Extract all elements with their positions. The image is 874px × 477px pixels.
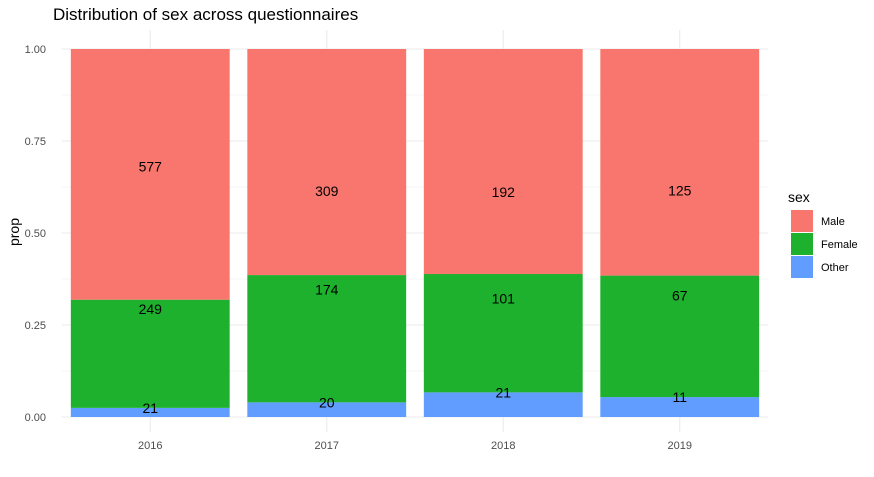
data-label-female-2019: 67	[672, 288, 688, 304]
x-axis: 2016 2017 2018 2019	[138, 440, 692, 452]
bar-segment-other-2016	[70, 407, 230, 417]
bar-segment-other-2019	[600, 397, 760, 417]
bar-segment-female-2017	[247, 275, 407, 403]
x-tick-label: 2017	[315, 440, 339, 452]
data-label-other-2018: 21	[495, 384, 511, 400]
legend-key-female	[791, 233, 813, 255]
data-label-male-2016: 577	[139, 158, 163, 174]
bar-segment-male-2018	[423, 49, 583, 275]
legend-title: sex	[788, 189, 810, 205]
legend-label-male: Male	[821, 216, 845, 228]
bar-segment-male-2019	[600, 49, 760, 276]
legend-key-male	[791, 210, 813, 232]
legend: sex Male Female Other	[788, 189, 858, 278]
y-axis-title: prop	[6, 218, 22, 246]
data-label-other-2016: 21	[142, 400, 158, 416]
data-label-female-2016: 249	[139, 301, 163, 317]
legend-label-female: Female	[821, 239, 858, 251]
chart-title: Distribution of sex across questionnaire…	[53, 5, 358, 24]
data-label-male-2018: 192	[492, 184, 516, 200]
bar-segment-male-2017	[247, 49, 407, 276]
data-label-male-2017: 309	[315, 183, 339, 199]
data-labels: 21 249 577 20 174 309 21 101 192 11 67 125	[139, 158, 692, 416]
x-tick-label: 2016	[138, 440, 162, 452]
x-tick-label: 2019	[668, 440, 692, 452]
bar-segment-male-2016	[70, 49, 230, 300]
y-tick-label: 0.00	[25, 412, 46, 424]
y-tick-label: 0.50	[25, 228, 46, 240]
bar-segment-female-2019	[600, 275, 760, 398]
bars	[70, 49, 760, 417]
y-tick-label: 0.75	[25, 136, 46, 148]
bar-segment-female-2018	[423, 274, 583, 393]
data-label-other-2017: 20	[319, 394, 335, 410]
y-axis: 0.00 0.25 0.50 0.75 1.00	[25, 44, 46, 424]
bar-segment-other-2018	[423, 392, 583, 417]
bar-segment-other-2017	[247, 402, 407, 417]
x-tick-label: 2018	[491, 440, 515, 452]
legend-label-other: Other	[821, 262, 849, 274]
y-tick-label: 1.00	[25, 44, 46, 56]
data-label-male-2019: 125	[668, 182, 692, 198]
data-label-other-2019: 11	[672, 389, 687, 405]
legend-key-other	[791, 256, 813, 278]
bar-segment-female-2016	[70, 299, 230, 408]
y-tick-label: 0.25	[25, 320, 46, 332]
data-label-female-2018: 101	[492, 291, 516, 307]
data-label-female-2017: 174	[315, 282, 339, 298]
